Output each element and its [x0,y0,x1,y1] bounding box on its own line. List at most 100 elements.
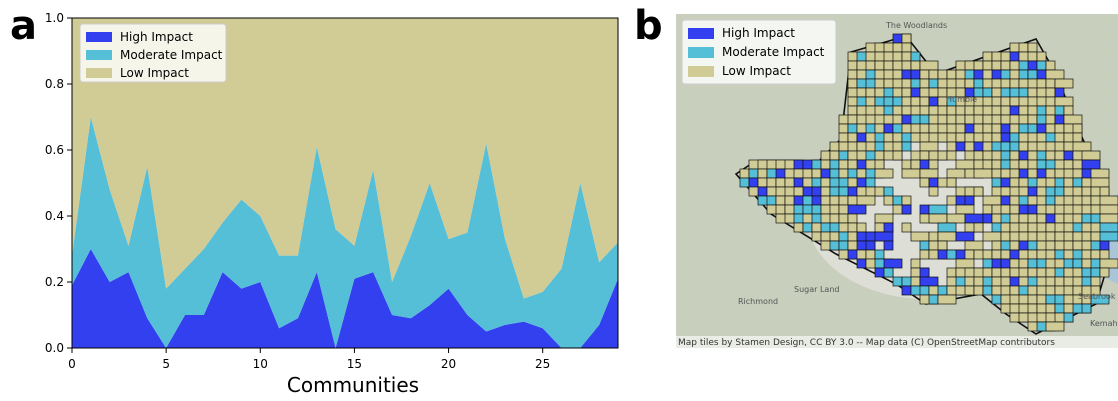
census-tract [874,78,885,89]
census-tract [856,177,867,188]
census-tract [1000,267,1011,278]
census-tract [883,258,903,269]
census-tract [982,213,993,224]
census-tract [829,231,840,242]
census-tract [946,114,957,125]
census-tract [910,231,930,242]
census-tract [1045,78,1056,89]
census-tract [829,213,840,224]
census-tract [1018,69,1029,80]
census-tract [883,105,894,116]
census-tract [1054,267,1065,278]
census-tract [946,168,966,179]
census-tract [874,186,885,197]
census-tract [1054,78,1074,89]
census-tract [1072,177,1083,188]
census-tract [1054,114,1065,125]
census-tract [1099,231,1118,242]
census-tract [1027,186,1038,197]
census-tract [901,42,912,53]
census-tract [991,240,1002,251]
legend-label-moderate: Moderate Impact [722,45,825,59]
y-tick-label: 0.2 [45,275,64,289]
census-tract [982,87,993,98]
census-tract [1045,69,1065,80]
census-tract [892,195,903,206]
census-tract [1099,267,1110,278]
legend-swatch-moderate [688,47,714,58]
census-tract [856,222,867,233]
census-tract [1099,258,1118,269]
census-tract [964,195,975,206]
census-tract [955,114,966,125]
census-tract [919,96,930,107]
census-tract [901,222,912,233]
census-tract [847,105,858,116]
census-tract [901,69,912,80]
census-tract [919,204,930,215]
census-tract [955,141,966,152]
census-tract [856,168,867,179]
plot-area [72,18,618,348]
census-tract [1045,195,1056,206]
census-tract [748,177,759,188]
census-tract [874,231,894,242]
census-tract [955,204,975,215]
census-tract [757,168,768,179]
map-legend: High Impact Moderate Impact Low Impact [681,19,837,85]
census-tract [982,159,993,170]
census-tract [982,60,993,71]
census-tract [847,204,867,215]
census-tract [919,150,930,161]
legend-swatch [86,50,112,60]
census-tract [901,195,912,206]
census-tract [847,231,858,242]
census-tract [1009,150,1020,161]
census-tract [829,159,840,170]
census-tract [838,213,849,224]
census-tract [892,51,903,62]
census-tract [847,141,858,152]
census-tract [1027,294,1038,305]
census-tract [946,267,957,278]
census-tract [1045,303,1056,314]
census-tract [901,168,921,179]
census-tract [1000,249,1011,260]
census-tract [1045,123,1056,134]
place-label-richmond: Richmond [738,297,778,306]
census-tract [793,222,804,233]
census-tract [811,177,822,188]
census-tract [1045,213,1056,224]
census-tract [901,87,912,98]
census-tract [901,204,912,215]
census-tract [865,177,876,188]
census-tract [793,159,804,170]
census-tract [973,60,984,71]
census-tract [1018,222,1029,233]
census-tract [847,123,858,134]
census-tract [991,105,1002,116]
census-tract [811,159,822,170]
census-tract [820,150,831,161]
census-tract [883,222,894,233]
census-tract [892,87,903,98]
census-tract [901,33,912,44]
census-tract [829,186,840,197]
census-tract [1054,132,1065,143]
legend: High Impact Moderate Impact Low Impact [79,23,227,83]
census-tract [991,60,1002,71]
census-tract [838,240,849,251]
stacked-area-chart: 0 5 10 15 20 25 0.0 0.2 0.4 0.6 0.8 1.0 Communities… [45,11,619,397]
census-tract [1072,141,1092,152]
census-tract [919,276,939,287]
census-tract [856,258,867,269]
legend-swatch [86,32,112,42]
census-tract [811,231,822,242]
impact-map: The Woodlands Humble Richmond Sugar Land… [676,14,1118,348]
legend-label: Moderate Impact [120,48,223,62]
census-tract [901,96,912,107]
census-tract [811,168,822,179]
census-tract [883,60,894,71]
census-tract [991,168,1002,179]
census-tract [1018,159,1029,170]
